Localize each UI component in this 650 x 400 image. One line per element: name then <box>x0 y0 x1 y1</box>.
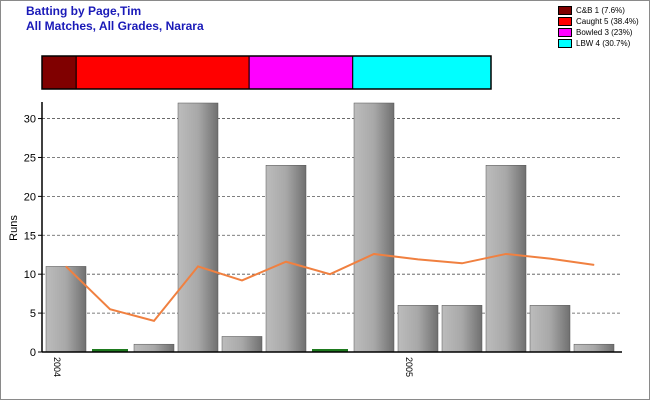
y-tick-label-20: 20 <box>24 191 36 203</box>
average-point <box>109 308 111 310</box>
innings-bar-zero <box>92 349 128 352</box>
average-point <box>549 258 551 260</box>
dismissal-segment-lbw <box>352 55 492 90</box>
dismissal-segment-cb <box>41 55 77 90</box>
legend-swatch-cb <box>558 6 572 15</box>
legend-swatch-lbw <box>558 39 572 48</box>
average-point <box>285 261 287 263</box>
average-point <box>153 320 155 322</box>
innings-bar <box>133 343 175 353</box>
bars <box>45 102 615 353</box>
legend-label-cb: C&B 1 (7.6%) <box>576 6 625 15</box>
legend-label-lbw: LBW 4 (30.7%) <box>576 39 631 48</box>
legend-label-caught: Caught 5 (38.4%) <box>576 17 639 26</box>
innings-bar <box>221 336 263 353</box>
average-point <box>65 265 67 267</box>
average-point <box>373 253 375 255</box>
legend-swatch-bowled <box>558 28 572 37</box>
innings-bar <box>353 102 395 353</box>
average-line <box>65 252 595 323</box>
innings-bar <box>485 165 527 353</box>
innings-bar <box>441 305 483 353</box>
average-point <box>461 262 463 264</box>
gridlines <box>42 118 620 314</box>
dismissal-segment-caught <box>75 55 250 90</box>
y-tick-label-10: 10 <box>24 269 36 281</box>
axes: 0 5 10 15 20 25 30 2004 2005 <box>24 102 622 377</box>
dismissal-segment-bowled <box>248 55 354 90</box>
innings-bar <box>529 305 571 353</box>
chart-title: Batting by Page,Tim <box>26 4 142 18</box>
dismissal-bar-outline <box>41 55 492 90</box>
y-axis-label: Runs <box>8 215 20 241</box>
innings-bar-zero <box>312 349 348 352</box>
innings-bar <box>397 305 439 353</box>
average-point <box>417 258 419 260</box>
innings-bar <box>177 102 219 353</box>
average-point <box>329 273 331 275</box>
average-point <box>241 279 243 281</box>
y-tick-label-25: 25 <box>24 152 36 164</box>
innings-bar <box>265 165 307 353</box>
average-point <box>197 265 199 267</box>
legend-label-bowled: Bowled 3 (23%) <box>576 28 633 37</box>
x-tick-label-2005: 2005 <box>404 357 414 377</box>
chart-subtitle: All Matches, All Grades, Narara <box>26 19 204 33</box>
average-point <box>593 264 595 266</box>
innings-bar <box>573 343 615 353</box>
y-tick-label-0: 0 <box>30 347 36 359</box>
y-tick-label-5: 5 <box>30 308 36 320</box>
legend-swatch-caught <box>558 17 572 26</box>
dismissal-bar <box>41 55 492 90</box>
x-tick-label-2004: 2004 <box>52 357 62 377</box>
average-point <box>505 253 507 255</box>
y-tick-label-15: 15 <box>24 230 36 242</box>
y-tick-label-30: 30 <box>24 114 36 126</box>
